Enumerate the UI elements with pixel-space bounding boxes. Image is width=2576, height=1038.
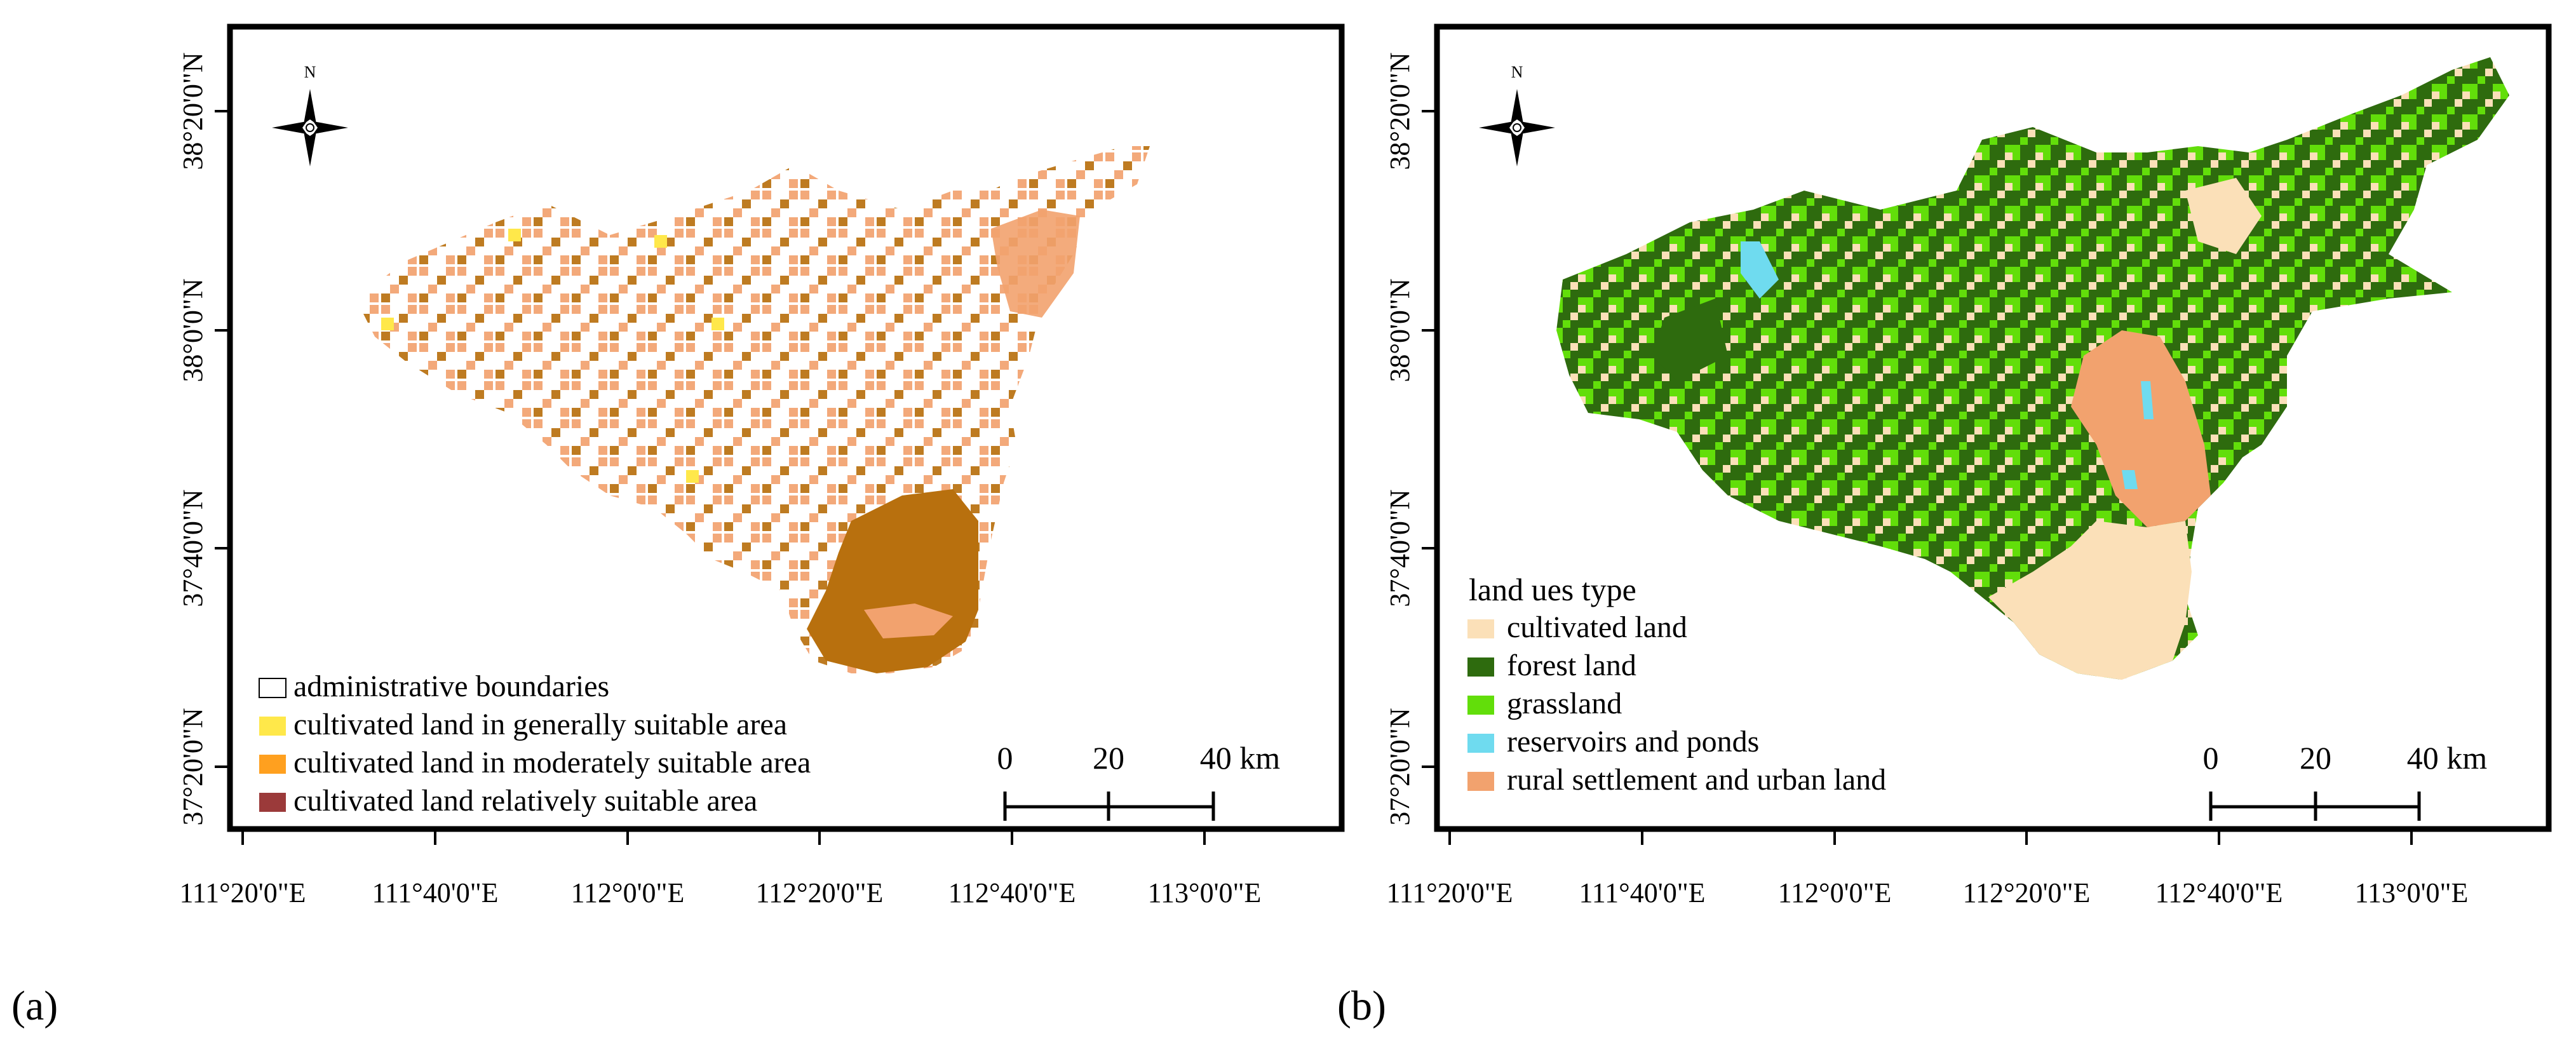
- suitability-map: [356, 146, 1150, 673]
- lon-ticks-b: [1448, 829, 2413, 845]
- legend-b: land ues type cultivated land forest lan…: [1467, 572, 1886, 797]
- lon-label-b-4: 112°20'0"E: [1963, 877, 2091, 908]
- legend-swatch-b-4: [1467, 734, 1494, 753]
- scale-label-a-0: 0: [997, 740, 1013, 776]
- legend-a: administrative boundaries cultivated lan…: [259, 670, 811, 818]
- panel-tag-b: (b): [1337, 983, 1386, 1029]
- lon-label-b-5: 112°40'0"E: [2155, 877, 2283, 908]
- scale-label-b-2: 40 km: [2407, 740, 2488, 776]
- lon-label-b-6: 113°0'0"E: [2355, 877, 2469, 908]
- scale-bar-b: 0 20 40 km: [2203, 740, 2488, 821]
- legend-label-b-4: reservoirs and ponds: [1507, 725, 1759, 758]
- lon-label-b-1: 111°20'0"E: [1386, 877, 1513, 908]
- panel-b: 111°20'0"E 111°40'0"E 112°0'0"E 112°20'0…: [1384, 24, 2552, 908]
- lat-ticks-b: [1422, 110, 1437, 768]
- lon-label-a-1: 111°20'0"E: [179, 877, 306, 908]
- lat-label-a-4: 37°20'0"N: [177, 708, 208, 825]
- lon-ticks-a: [241, 829, 1206, 845]
- lat-label-b-4: 37°20'0"N: [1384, 708, 1415, 825]
- lon-label-a-5: 112°40'0"E: [948, 877, 1076, 908]
- legend-swatch-b-1: [1467, 619, 1494, 638]
- lon-label-a-4: 112°20'0"E: [756, 877, 884, 908]
- legend-swatch-b-3: [1467, 696, 1494, 715]
- lon-label-b-3: 112°0'0"E: [1778, 877, 1892, 908]
- legend-label-b-5: rural settlement and urban land: [1507, 763, 1886, 797]
- north-arrow-icon: [272, 89, 348, 166]
- legend-swatch-a-4: [259, 793, 286, 812]
- north-label-b: N: [1511, 63, 1523, 81]
- scale-label-a-1: 20: [1093, 740, 1124, 776]
- lon-label-a-3: 112°0'0"E: [571, 877, 685, 908]
- scale-bar-a: 0 20 40 km: [997, 740, 1281, 821]
- legend-label-a-3: cultivated land in moderately suitable a…: [293, 746, 811, 779]
- panel-tag-a: (a): [11, 983, 58, 1029]
- lat-ticks-a: [215, 110, 230, 768]
- legend-title-b: land ues type: [1469, 572, 1636, 607]
- panel-a: 111°20'0"E 111°40'0"E 112°0'0"E 112°20'0…: [177, 24, 1345, 908]
- legend-swatch-b-2: [1467, 657, 1494, 677]
- lon-label-b-2: 111°40'0"E: [1579, 877, 1705, 908]
- lon-label-a-2: 111°40'0"E: [372, 877, 498, 908]
- legend-swatch-b-5: [1467, 772, 1494, 791]
- scale-label-b-1: 20: [2300, 740, 2331, 776]
- lat-label-a-3: 37°40'0"N: [177, 489, 208, 607]
- land-use-map: [1556, 57, 2509, 680]
- lat-label-a-2: 38°0'0"N: [177, 278, 208, 382]
- lat-label-b-1: 38°20'0"N: [1384, 52, 1415, 170]
- legend-swatch-a-2: [259, 717, 286, 736]
- lon-label-a-6: 113°0'0"E: [1148, 877, 1262, 908]
- lat-label-b-2: 38°0'0"N: [1384, 278, 1415, 382]
- scale-label-a-2: 40 km: [1200, 740, 1281, 776]
- legend-label-b-2: forest land: [1507, 649, 1636, 682]
- legend-label-b-3: grassland: [1507, 687, 1622, 720]
- legend-label-a-4: cultivated land relatively suitable area: [293, 784, 757, 818]
- north-arrow-icon: [1479, 89, 1555, 166]
- lat-label-a-1: 38°20'0"N: [177, 52, 208, 170]
- legend-label-a-2: cultivated land in generally suitable ar…: [293, 708, 787, 741]
- legend-swatch-a-1: [259, 678, 287, 698]
- legend-label-a-1: administrative boundaries: [293, 670, 609, 703]
- legend-swatch-a-3: [259, 755, 286, 774]
- legend-label-b-1: cultivated land: [1507, 610, 1687, 644]
- north-label-a: N: [304, 63, 316, 81]
- scale-label-b-0: 0: [2203, 740, 2219, 776]
- lat-label-b-3: 37°40'0"N: [1384, 489, 1415, 607]
